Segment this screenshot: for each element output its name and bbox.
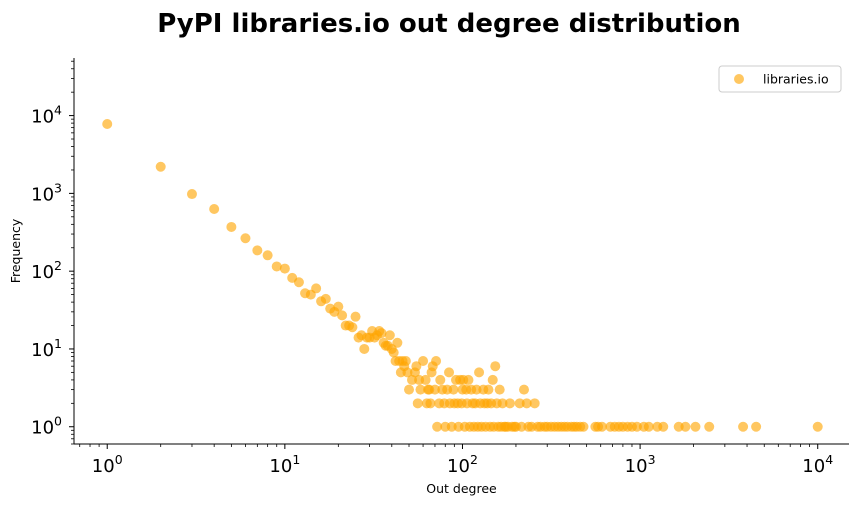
data-point	[658, 421, 669, 432]
data-point	[504, 398, 515, 409]
x-tick-label: 100	[92, 452, 123, 477]
data-point	[293, 277, 304, 288]
data-point	[186, 189, 197, 200]
data-point	[431, 356, 442, 366]
data-point	[497, 398, 508, 409]
data-point	[376, 328, 387, 339]
data-point	[494, 384, 505, 395]
data-point	[751, 421, 762, 432]
data-point	[418, 356, 429, 366]
data-point	[519, 384, 529, 395]
data-point	[392, 337, 403, 348]
data-point	[425, 398, 436, 409]
data-point	[320, 293, 331, 304]
y-tick-label: 102	[31, 258, 62, 283]
data-point	[690, 421, 701, 432]
data-point	[420, 374, 431, 385]
data-point	[411, 361, 422, 372]
data-point	[704, 421, 715, 432]
legend-label: libraries.io	[763, 72, 829, 87]
data-point	[596, 421, 607, 432]
data-points	[102, 118, 823, 432]
x-tick-label: 102	[447, 452, 478, 477]
data-point	[578, 421, 589, 432]
data-point	[529, 398, 540, 409]
data-point	[404, 384, 415, 395]
legend-frame	[718, 65, 842, 93]
x-axis-ticks: 100 101 102 103 104	[79, 444, 833, 477]
data-point	[812, 421, 823, 432]
data-point	[209, 203, 220, 214]
data-point	[514, 398, 525, 409]
data-point	[487, 374, 498, 385]
data-point	[415, 384, 426, 395]
legend-marker	[734, 74, 744, 84]
data-point	[262, 250, 273, 261]
legend: libraries.io	[718, 65, 842, 93]
data-point	[516, 421, 527, 432]
x-tick-label: 101	[269, 452, 300, 477]
data-point	[521, 398, 532, 409]
data-point	[738, 421, 749, 432]
data-point	[388, 347, 399, 358]
x-tick-label: 104	[802, 452, 833, 477]
data-point	[412, 398, 423, 409]
axes: 100 101 102 103 104 100 101 102 103 104	[31, 58, 849, 477]
data-point	[337, 310, 348, 321]
data-point	[444, 367, 455, 378]
data-point	[155, 161, 166, 172]
data-point	[384, 330, 395, 341]
data-point	[631, 421, 642, 432]
data-point	[483, 384, 494, 395]
data-point	[311, 283, 322, 294]
x-axis-label: Out degree	[426, 481, 497, 496]
data-point	[240, 233, 251, 244]
y-tick-label: 103	[31, 180, 62, 205]
data-point	[448, 384, 459, 395]
data-point	[474, 367, 485, 378]
data-point	[279, 263, 290, 274]
data-point	[435, 374, 446, 385]
data-point	[347, 322, 358, 333]
data-point	[252, 245, 263, 256]
x-tick-label: 103	[625, 452, 656, 477]
data-point	[432, 421, 443, 432]
chart-title: PyPI libraries.io out degree distributio…	[157, 9, 740, 39]
data-point	[359, 343, 370, 354]
data-point	[463, 374, 474, 385]
data-point	[350, 311, 361, 322]
data-point	[400, 356, 411, 366]
data-point	[407, 374, 418, 385]
y-tick-label: 101	[31, 336, 62, 361]
data-point	[226, 221, 237, 232]
y-axis-label: Frequency	[8, 218, 23, 283]
y-tick-label: 104	[31, 103, 62, 128]
data-point	[102, 118, 113, 129]
data-point	[402, 367, 413, 378]
y-axis-ticks: 100 101 102 103 104	[31, 60, 74, 445]
data-point	[333, 301, 344, 312]
data-point	[271, 261, 282, 272]
data-point	[680, 421, 691, 432]
data-point	[429, 384, 440, 395]
y-tick-label: 100	[31, 414, 62, 439]
data-point	[490, 361, 501, 372]
data-point	[643, 421, 654, 432]
